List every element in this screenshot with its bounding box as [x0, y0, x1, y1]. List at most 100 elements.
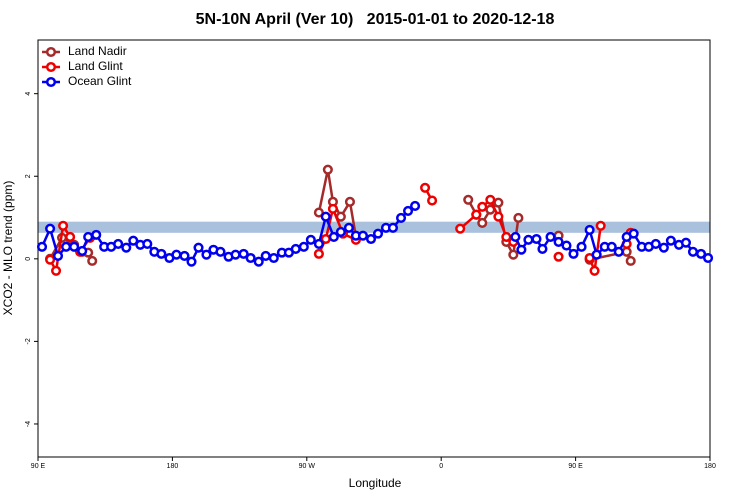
data-point — [650, 238, 661, 250]
data-point — [313, 207, 324, 218]
data-point — [69, 241, 80, 252]
data-point — [327, 203, 338, 214]
data-point — [485, 194, 496, 205]
data-point — [395, 212, 407, 223]
data-point — [523, 234, 534, 245]
data-point — [238, 248, 249, 259]
data-point — [576, 241, 587, 252]
data-point — [513, 212, 524, 223]
data-point — [51, 265, 62, 276]
data-point — [268, 252, 279, 264]
data-point — [328, 231, 339, 242]
data-point — [201, 249, 212, 260]
data-point — [553, 236, 564, 247]
reference-band — [38, 221, 710, 233]
data-point — [545, 231, 556, 242]
data-point — [313, 238, 324, 250]
data-point — [298, 241, 309, 252]
data-point — [313, 248, 324, 259]
data-point — [290, 243, 301, 254]
legend-marker — [45, 46, 57, 58]
data-point — [455, 223, 466, 234]
x-tick-label: 90 W — [299, 463, 316, 470]
data-point — [493, 197, 504, 208]
data-point — [357, 230, 368, 241]
data-point — [621, 246, 632, 257]
data-point — [179, 250, 190, 261]
data-point — [508, 249, 519, 260]
data-point — [606, 241, 617, 252]
y-tick-label: 0 — [25, 257, 32, 261]
legend-label: Ocean Glint — [68, 74, 132, 88]
data-point — [215, 246, 226, 257]
data-point — [322, 164, 333, 175]
data-point — [703, 252, 714, 264]
data-point — [595, 220, 606, 231]
data-point — [91, 229, 102, 240]
data-point — [695, 248, 707, 259]
x-tick-label: 90 E — [31, 463, 46, 470]
data-point — [387, 222, 399, 233]
data-point — [45, 254, 56, 265]
data-point — [193, 242, 204, 253]
x-tick-label: 90 E — [568, 463, 583, 470]
data-point — [561, 240, 572, 251]
data-point — [335, 226, 346, 238]
data-point — [87, 255, 98, 266]
data-point — [537, 243, 548, 254]
data-point — [344, 196, 356, 207]
data-point — [584, 224, 595, 235]
data-point — [493, 211, 504, 222]
data-point — [516, 244, 527, 255]
legend-label: Land Nadir — [68, 44, 127, 58]
data-point — [121, 242, 132, 253]
data-point — [410, 200, 421, 212]
y-tick-label: 4 — [25, 92, 32, 96]
y-axis-label: XCO2 - MLO trend (ppm) — [1, 181, 15, 316]
data-point — [658, 242, 669, 253]
data-point — [305, 234, 316, 245]
y-tick-label: -4 — [25, 421, 32, 427]
data-point — [186, 256, 197, 267]
data-point — [245, 252, 256, 264]
data-point — [83, 231, 94, 242]
data-point — [477, 217, 488, 228]
data-point — [471, 209, 482, 220]
data-point — [680, 237, 692, 248]
data-point — [553, 251, 564, 262]
y-tick-label: -2 — [25, 338, 32, 344]
data-point — [665, 235, 676, 246]
data-point — [52, 250, 64, 261]
data-point — [531, 233, 542, 245]
x-tick-label: 180 — [167, 463, 179, 470]
data-point — [402, 205, 414, 216]
data-point — [61, 241, 72, 252]
data-point — [427, 195, 438, 206]
legend-marker — [45, 76, 57, 88]
data-point — [65, 231, 76, 242]
data-point — [591, 249, 602, 260]
data-point — [628, 228, 639, 239]
data-point — [230, 249, 241, 260]
data-point — [128, 235, 139, 246]
data-point — [77, 245, 88, 257]
x-tick-label: 0 — [439, 463, 443, 470]
data-point — [463, 194, 474, 205]
data-point — [568, 248, 579, 259]
data-point — [420, 182, 431, 193]
legend-marker — [45, 61, 57, 73]
data-point — [58, 220, 69, 231]
legend-label: Land Glint — [68, 59, 123, 73]
data-point — [320, 211, 331, 222]
x-axis-label: Longitude — [349, 476, 402, 490]
y-tick-label: 2 — [25, 174, 32, 178]
data-point — [45, 223, 56, 234]
data-point — [501, 231, 512, 242]
data-point — [687, 246, 699, 257]
data-point — [343, 222, 354, 233]
data-point — [625, 255, 636, 266]
data-point — [589, 265, 600, 276]
data-point — [477, 201, 488, 212]
data-point — [253, 256, 264, 267]
